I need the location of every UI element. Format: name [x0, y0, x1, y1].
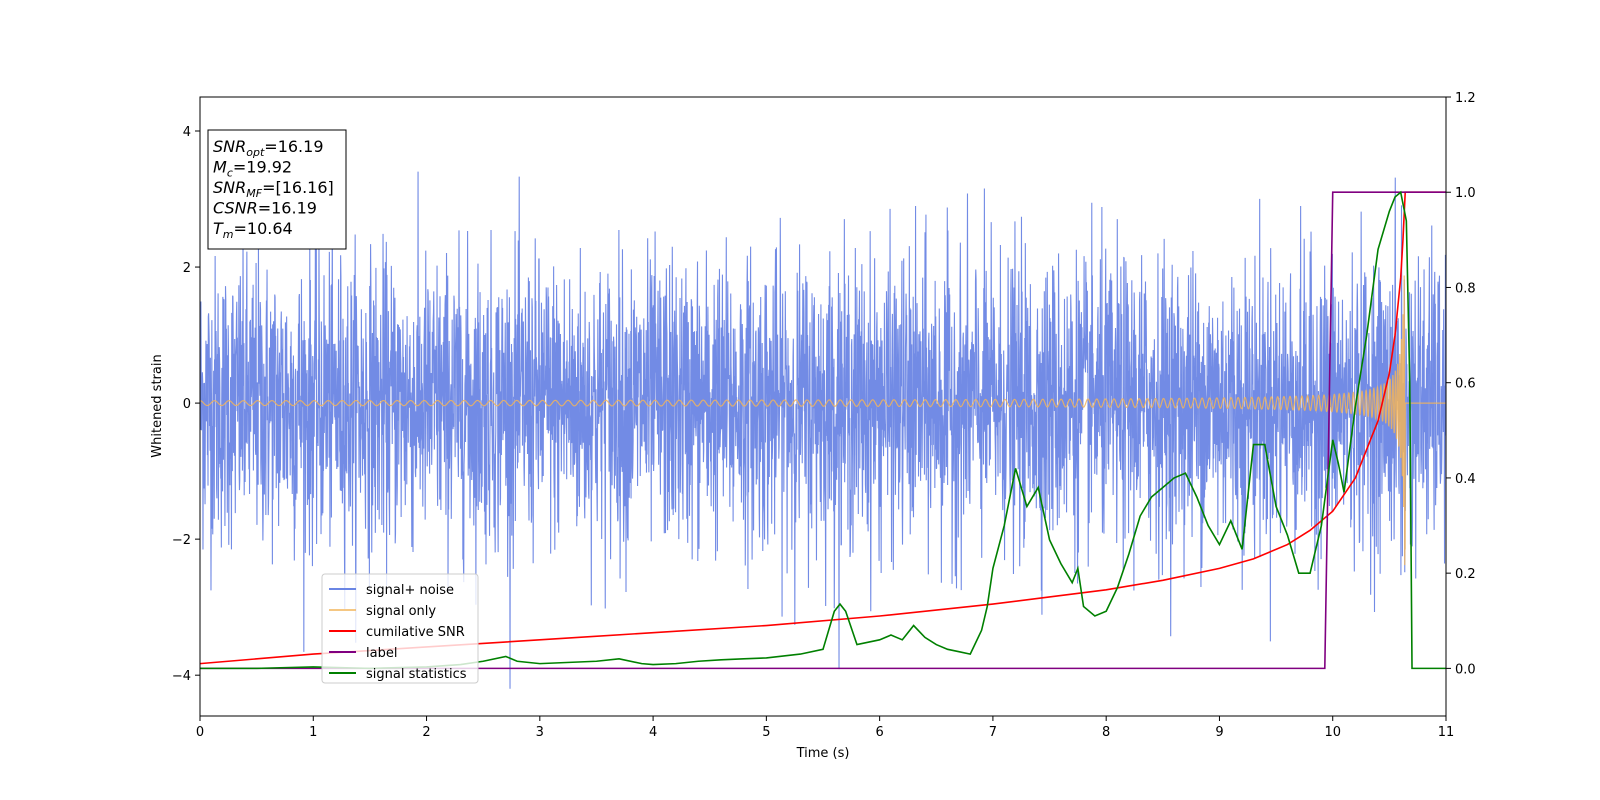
legend: signal+ noise signal only cumilative SNR la… — [321, 573, 479, 684]
x-tick-label: 5 — [762, 725, 770, 740]
series-signal-only-line — [200, 275, 1446, 566]
y2-tick-label: 0.0 — [1455, 662, 1476, 677]
x-tick-label: 7 — [989, 725, 997, 740]
y-axis-left: 4 2 0 −2 −4 — [172, 125, 200, 684]
y-tick-label: 0 — [183, 397, 191, 412]
x-tick-label: 4 — [649, 725, 657, 740]
y-tick-label: 4 — [183, 125, 191, 140]
legend-label: cumilative SNR — [366, 625, 465, 640]
x-tick-label: 8 — [1102, 725, 1110, 740]
annotation-line: Mc=19.92 — [213, 158, 292, 180]
y-axis-right: 1.2 1.0 0.8 0.6 0.4 0.2 0.0 — [1446, 91, 1476, 677]
stats-annotation-box: SNRopt=16.19Mc=19.92SNRMF=[16.16]CSNR=16… — [207, 129, 347, 250]
plot-area — [200, 171, 1446, 689]
axes-frame — [199, 96, 1447, 717]
series-label-line — [200, 191, 1446, 670]
legend-label: label — [366, 646, 397, 661]
y2-tick-label: 0.8 — [1455, 281, 1476, 296]
x-tick-label: 11 — [1438, 725, 1455, 740]
y2-tick-label: 0.2 — [1455, 567, 1476, 582]
x-axis-label: Time (s) — [796, 746, 850, 761]
y-tick-label: −2 — [172, 533, 191, 548]
series-cumulative-snr-line — [200, 191, 1446, 665]
y2-tick-label: 1.2 — [1455, 91, 1476, 106]
x-tick-label: 1 — [309, 725, 317, 740]
y2-tick-label: 0.6 — [1455, 377, 1476, 392]
annotation-line: Tm=10.64 — [213, 219, 293, 241]
legend-label: signal only — [366, 604, 436, 619]
y-tick-label: −4 — [172, 669, 191, 684]
y-axis-label: Whitened strain — [150, 354, 165, 457]
x-tick-label: 6 — [875, 725, 883, 740]
x-tick-label: 0 — [196, 725, 204, 740]
annotation-frame — [207, 129, 347, 250]
y2-tick-label: 1.0 — [1455, 186, 1476, 201]
x-tick-label: 9 — [1215, 725, 1223, 740]
y-tick-label: 2 — [183, 261, 191, 276]
annotation-line: SNRMF=[16.16] — [213, 178, 334, 200]
y2-tick-label: 0.4 — [1455, 472, 1476, 487]
x-tick-label: 10 — [1324, 725, 1341, 740]
annotation-line: CSNR=16.19 — [213, 199, 317, 218]
x-axis: 0 1 2 3 4 5 6 7 8 9 10 11 — [196, 716, 1454, 740]
legend-label: signal+ noise — [366, 583, 454, 598]
legend-frame — [321, 573, 479, 684]
x-tick-label: 3 — [536, 725, 544, 740]
legend-label: signal statistics — [366, 667, 467, 682]
x-tick-label: 2 — [422, 725, 430, 740]
series-signal-statistics-line — [200, 190, 1446, 670]
annotation-line: SNRopt=16.19 — [213, 137, 324, 159]
